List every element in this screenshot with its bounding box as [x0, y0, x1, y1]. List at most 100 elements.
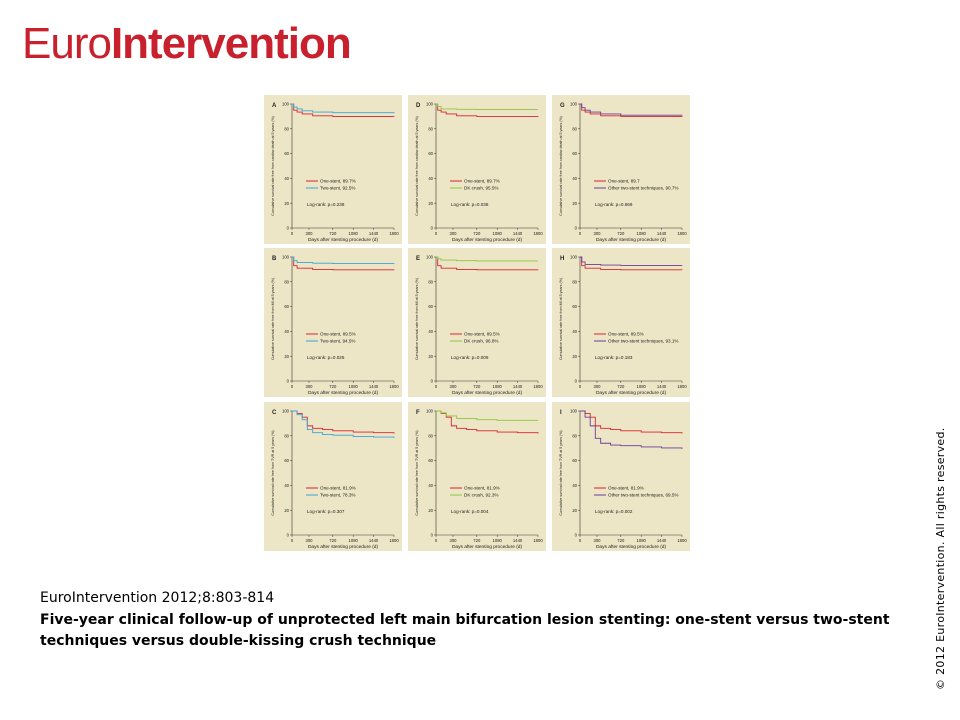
- legend-label: One-stent, 89.5%: [464, 332, 500, 337]
- x-tick-label: 1440: [657, 384, 667, 389]
- x-tick-label: 720: [617, 231, 625, 236]
- legend-label: One-stent, 89.7%: [464, 179, 500, 184]
- logo-bold-text: Intervention: [110, 19, 352, 68]
- x-tick-label: 1080: [637, 538, 647, 543]
- y-tick-label: 100: [426, 409, 434, 414]
- x-tick-label: 1080: [493, 384, 503, 389]
- series-line-1: [292, 103, 395, 117]
- series-line-1: [292, 256, 395, 271]
- x-tick-label: 1080: [493, 538, 503, 543]
- x-tick-label: 720: [473, 231, 481, 236]
- panel-background: [264, 95, 402, 244]
- x-tick-label: 0: [579, 538, 582, 543]
- x-tick-label: 0: [291, 538, 294, 543]
- legend-label: Two-stent, 94.5%: [320, 339, 356, 344]
- y-axis-label: Cumulative survival rate free from cardi…: [271, 116, 275, 216]
- y-tick-label: 0: [287, 226, 290, 231]
- y-tick-label: 60: [284, 151, 289, 156]
- panel-a: A 0 20 40 60 80 100 0 300 720 1080 1440 1800 Days aft…: [264, 95, 402, 244]
- x-tick-label: 720: [617, 384, 625, 389]
- panel-i: I 0 20 40 60 80 100 0 300 720 1080 1440 1800 Days aft…: [552, 402, 690, 551]
- panel-letter: F: [416, 410, 420, 416]
- y-tick-label: 40: [428, 329, 433, 334]
- y-tick-label: 20: [428, 354, 433, 359]
- y-tick-label: 60: [572, 458, 577, 463]
- y-tick-label: 40: [284, 329, 289, 334]
- x-axis-label: Days after stenting procedure (d): [308, 237, 379, 243]
- y-tick-label: 40: [572, 176, 577, 181]
- panel-background: [408, 402, 546, 551]
- y-tick-label: 20: [284, 201, 289, 206]
- x-tick-label: 1440: [513, 231, 523, 236]
- legend-label: Two-stent, 92.5%: [320, 186, 356, 191]
- panel-background: [408, 95, 546, 244]
- x-tick-label: 0: [435, 384, 438, 389]
- legend-label: One-stent, 89.5%: [320, 332, 356, 337]
- y-tick-label: 20: [284, 354, 289, 359]
- panel-letter: D: [416, 103, 421, 109]
- x-tick-label: 1440: [657, 538, 667, 543]
- panel-c: C 0 20 40 60 80 100 0 300 720 1080 1440 1800 Days aft…: [264, 402, 402, 551]
- panel-background: [552, 248, 690, 397]
- series-line-2: [580, 103, 683, 116]
- y-tick-label: 100: [282, 255, 290, 260]
- y-tick-label: 60: [284, 458, 289, 463]
- y-tick-label: 100: [570, 255, 578, 260]
- series-line-2: [436, 103, 538, 111]
- y-axis-label: Cumulative survival rate free from TVR a…: [415, 430, 419, 515]
- x-tick-label: 1440: [369, 538, 379, 543]
- series-line-1: [292, 410, 395, 434]
- figure-caption: EuroIntervention 2012;8:803-814 Five-yea…: [40, 588, 920, 652]
- y-tick-label: 80: [572, 433, 577, 438]
- y-tick-label: 100: [426, 255, 434, 260]
- y-axis-label: Cumulative survival rate free from cardi…: [415, 116, 419, 216]
- y-tick-label: 80: [428, 433, 433, 438]
- x-tick-label: 1440: [513, 384, 523, 389]
- logrank-text: Log-rank: p=0.025: [307, 355, 345, 360]
- logrank-text: Log-rank: p=0.669: [595, 202, 633, 207]
- x-tick-label: 1080: [637, 231, 647, 236]
- x-tick-label: 1800: [677, 384, 687, 389]
- x-tick-label: 720: [473, 538, 481, 543]
- x-tick-label: 300: [306, 231, 314, 236]
- x-axis-label: Days after stenting procedure (d): [596, 544, 667, 550]
- y-tick-label: 20: [572, 201, 577, 206]
- x-tick-label: 720: [617, 538, 625, 543]
- x-tick-label: 1080: [349, 384, 359, 389]
- y-axis-label: Cumulative survival rate free from TVR a…: [559, 430, 563, 515]
- panel-letter: G: [560, 103, 565, 109]
- legend-label: One-stent, 81.9%: [608, 486, 644, 491]
- legend-label: Other two-stent techniques, 93.1%: [608, 339, 678, 344]
- series-line-1: [436, 256, 539, 271]
- x-tick-label: 300: [306, 384, 314, 389]
- x-tick-label: 0: [435, 231, 438, 236]
- x-tick-label: 300: [450, 231, 458, 236]
- x-tick-label: 300: [306, 538, 314, 543]
- x-tick-label: 1800: [389, 538, 399, 543]
- legend-label: Other two-stent techniques, 69.5%: [608, 493, 678, 498]
- y-tick-label: 40: [572, 329, 577, 334]
- x-tick-label: 1800: [389, 231, 399, 236]
- y-tick-label: 80: [284, 433, 289, 438]
- panel-letter: I: [560, 410, 562, 416]
- x-axis-label: Days after stenting procedure (d): [596, 390, 667, 396]
- series-line-2: [580, 256, 683, 266]
- y-tick-label: 100: [282, 102, 290, 107]
- panel-letter: A: [272, 103, 277, 109]
- x-tick-label: 300: [450, 538, 458, 543]
- panel-background: [408, 248, 546, 397]
- citation: EuroIntervention 2012;8:803-814: [40, 590, 275, 606]
- y-tick-label: 40: [572, 483, 577, 488]
- x-tick-label: 1440: [369, 231, 379, 236]
- legend-label: One-stent, 89.5%: [608, 332, 644, 337]
- y-tick-label: 40: [284, 483, 289, 488]
- x-tick-label: 1800: [533, 384, 543, 389]
- x-tick-label: 1800: [677, 538, 687, 543]
- x-tick-label: 300: [450, 384, 458, 389]
- panel-letter: B: [272, 256, 277, 262]
- panel-f: F 0 20 40 60 80 100 0 300 720 1080 1440 1800 Days aft…: [408, 402, 546, 551]
- x-tick-label: 300: [594, 538, 602, 543]
- logrank-text: Log-rank: p=0.009: [451, 355, 489, 360]
- series-line-2: [580, 410, 683, 449]
- series-line-2: [292, 256, 395, 265]
